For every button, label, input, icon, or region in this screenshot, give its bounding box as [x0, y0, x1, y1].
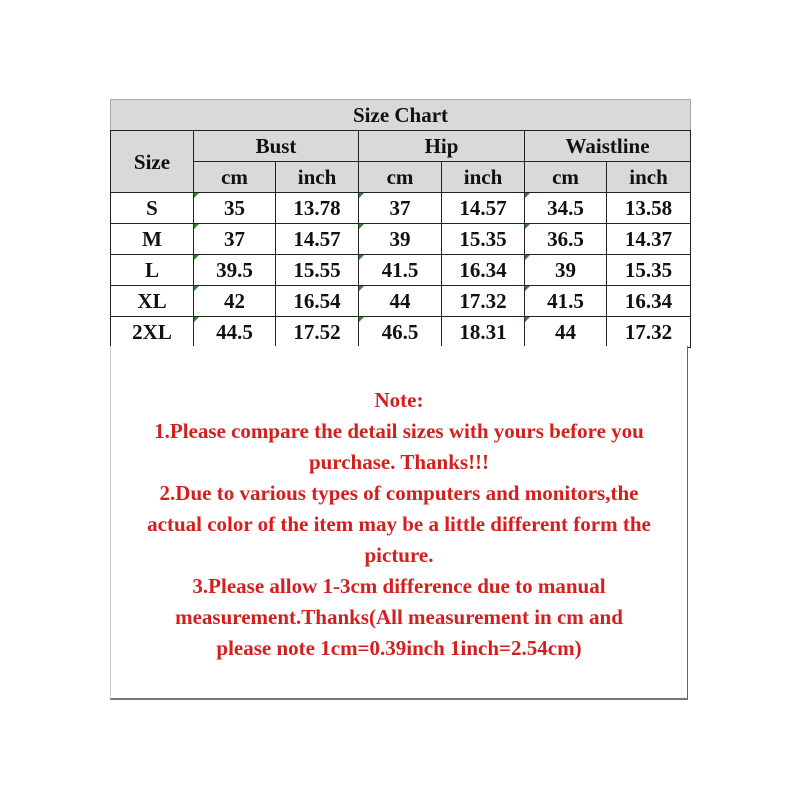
table-row: M 37 14.57 39 15.35 36.5 14.37 [110, 223, 692, 255]
note-line: please note 1cm=0.39inch 1inch=2.54cm) [216, 636, 582, 660]
note-heading: Note: [374, 388, 424, 412]
value-cell: 14.57 [275, 223, 359, 255]
size-cell: M [110, 223, 194, 255]
value-cell: 17.32 [605, 316, 692, 348]
chart-title: Size Chart [109, 99, 692, 131]
unit-header: cm [358, 161, 442, 193]
size-cell: 2XL [110, 316, 194, 348]
value-cell: 13.78 [275, 192, 359, 224]
value-cell: 15.35 [605, 254, 692, 286]
value-cell: 36.5 [524, 223, 607, 255]
value-cell: 39 [524, 254, 607, 286]
hip-header: Hip [358, 130, 525, 162]
value-cell: 17.52 [275, 316, 359, 348]
size-cell: L [110, 254, 194, 286]
note-line: actual color of the item may be a little… [147, 512, 651, 536]
note-line: 2.Due to various types of computers and … [159, 481, 639, 505]
size-chart-table: Size Chart Size Bust Hip Waistline cm in… [109, 99, 692, 348]
size-cell: S [110, 192, 194, 224]
note-line: picture. [364, 543, 434, 567]
size-header: Size [110, 130, 194, 193]
value-cell: 14.57 [441, 192, 525, 224]
unit-header: inch [275, 161, 359, 193]
value-cell: 35 [193, 192, 276, 224]
value-cell: 37 [193, 223, 276, 255]
value-cell: 44 [524, 316, 607, 348]
value-cell: 18.31 [441, 316, 525, 348]
table-row: L 39.5 15.55 41.5 16.34 39 15.35 [110, 254, 692, 286]
value-cell: 41.5 [524, 285, 607, 317]
note-line: measurement.Thanks(All measurement in cm… [175, 605, 623, 629]
value-cell: 44.5 [193, 316, 276, 348]
value-cell: 16.34 [441, 254, 525, 286]
value-cell: 42 [193, 285, 276, 317]
value-cell: 44 [358, 285, 442, 317]
value-cell: 15.35 [441, 223, 525, 255]
value-cell: 46.5 [358, 316, 442, 348]
value-cell: 39.5 [193, 254, 276, 286]
unit-header: cm [193, 161, 276, 193]
value-cell: 14.37 [605, 223, 692, 255]
bust-header: Bust [193, 130, 359, 162]
waistline-header: Waistline [523, 130, 692, 162]
value-cell: 16.54 [275, 285, 359, 317]
note-line: purchase. Thanks!!! [308, 450, 490, 474]
table-row: S 35 13.78 37 14.57 34.5 13.58 [110, 192, 692, 224]
size-cell: XL [110, 285, 194, 317]
value-cell: 39 [358, 223, 442, 255]
note-box: Note: 1.Please compare the detail sizes w… [110, 346, 688, 700]
value-cell: 34.5 [524, 192, 607, 224]
value-cell: 17.32 [441, 285, 525, 317]
table-row: 2XL 44.5 17.52 46.5 18.31 44 17.32 [110, 316, 692, 348]
value-cell: 37 [358, 192, 442, 224]
unit-header: inch [441, 161, 525, 193]
value-cell: 13.58 [605, 192, 692, 224]
unit-header: cm [524, 161, 607, 193]
table-row: XL 42 16.54 44 17.32 41.5 16.34 [110, 285, 692, 317]
value-cell: 41.5 [358, 254, 442, 286]
note-line: 1.Please compare the detail sizes with y… [154, 419, 644, 443]
value-cell: 15.55 [275, 254, 359, 286]
note-line: 3.Please allow 1-3cm difference due to m… [192, 574, 606, 598]
unit-header: inch [605, 161, 692, 193]
value-cell: 16.34 [605, 285, 692, 317]
